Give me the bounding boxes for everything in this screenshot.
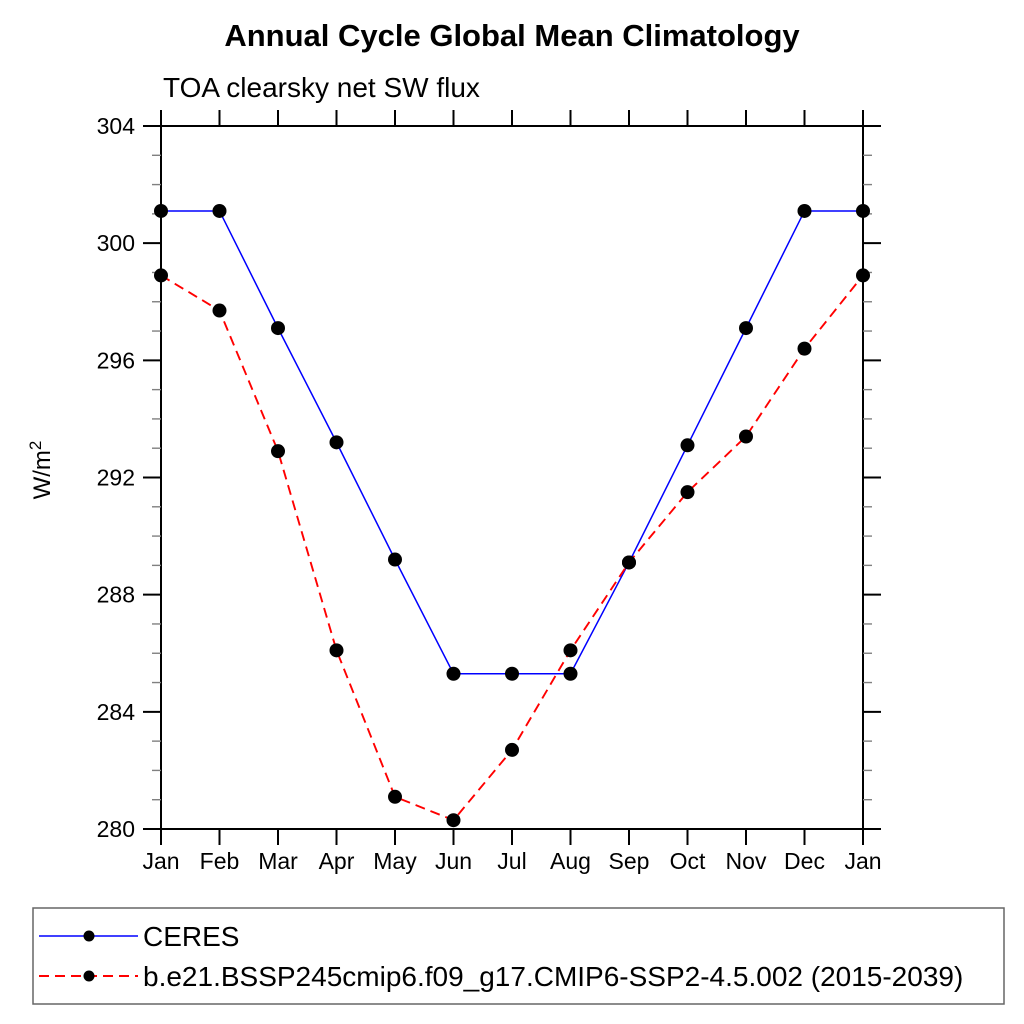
x-tick-label: Apr — [319, 848, 355, 874]
legend-label-0: CERES — [143, 921, 239, 952]
x-tick-label: Feb — [200, 848, 240, 874]
x-tick-label: Aug — [550, 848, 591, 874]
data-marker — [505, 666, 519, 681]
x-tick-label: Mar — [258, 848, 298, 874]
x-tick-label: Jan — [142, 848, 179, 874]
x-tick-label: Nov — [726, 848, 767, 874]
series-line-0 — [161, 210, 863, 675]
data-marker — [388, 789, 402, 804]
data-marker — [271, 444, 285, 459]
y-axis-label: W/m2 — [26, 441, 56, 500]
data-marker — [329, 643, 344, 658]
data-marker — [856, 203, 870, 218]
y-tick-label: 300 — [97, 230, 135, 256]
x-tick-label: May — [373, 848, 417, 874]
y-tick-label: 280 — [97, 816, 135, 842]
y-tick-label: 292 — [97, 465, 135, 491]
data-marker — [329, 435, 344, 450]
data-marker — [856, 268, 870, 283]
x-tick-label: Oct — [670, 848, 706, 874]
data-marker — [797, 203, 812, 218]
data-marker — [797, 341, 812, 356]
data-marker — [563, 666, 578, 681]
data-marker — [680, 485, 695, 500]
y-tick-label: 296 — [97, 347, 135, 373]
x-tick-label: Sep — [609, 848, 650, 874]
x-tick-label: Jul — [497, 848, 526, 874]
data-marker — [739, 429, 753, 444]
data-marker — [388, 552, 402, 567]
x-tick-label: Jan — [844, 848, 881, 874]
legend-box — [32, 907, 1005, 1005]
x-tick-label: Dec — [784, 848, 825, 874]
data-marker — [680, 438, 695, 453]
y-tick-label: 304 — [97, 113, 136, 139]
y-tick-label: 288 — [97, 582, 135, 608]
data-marker — [212, 303, 227, 318]
data-marker — [271, 321, 285, 336]
data-marker — [563, 643, 578, 658]
x-tick-label: Jun — [435, 848, 472, 874]
chart-title: Annual Cycle Global Mean Climatology — [224, 18, 800, 53]
legend-marker-1 — [83, 970, 95, 982]
data-marker — [446, 813, 461, 828]
plot-area: 280 284 288 292 296 300 304 Jan Feb Mar Apr May Jun J… — [97, 110, 882, 874]
data-marker — [505, 742, 519, 757]
data-marker — [212, 203, 227, 218]
data-marker — [154, 203, 168, 218]
y-axis-label-superscript: 2 — [26, 441, 45, 450]
data-marker — [446, 666, 461, 681]
legend-marker-0 — [83, 930, 95, 942]
y-tick-label: 284 — [97, 699, 136, 725]
series-line-1 — [160, 274, 864, 822]
plot-frame — [160, 125, 864, 830]
legend: CERES b.e21.BSSP245cmip6.f09_g17.CMIP6-SS… — [32, 907, 1005, 1005]
y-axis-label-base: W/m — [29, 450, 56, 499]
chart-subtitle: TOA clearsky net SW flux — [163, 72, 480, 103]
data-marker — [739, 321, 753, 336]
data-marker — [154, 268, 168, 283]
data-marker — [622, 555, 636, 570]
legend-label-1: b.e21.BSSP245cmip6.f09_g17.CMIP6-SSP2-4.… — [143, 961, 963, 992]
